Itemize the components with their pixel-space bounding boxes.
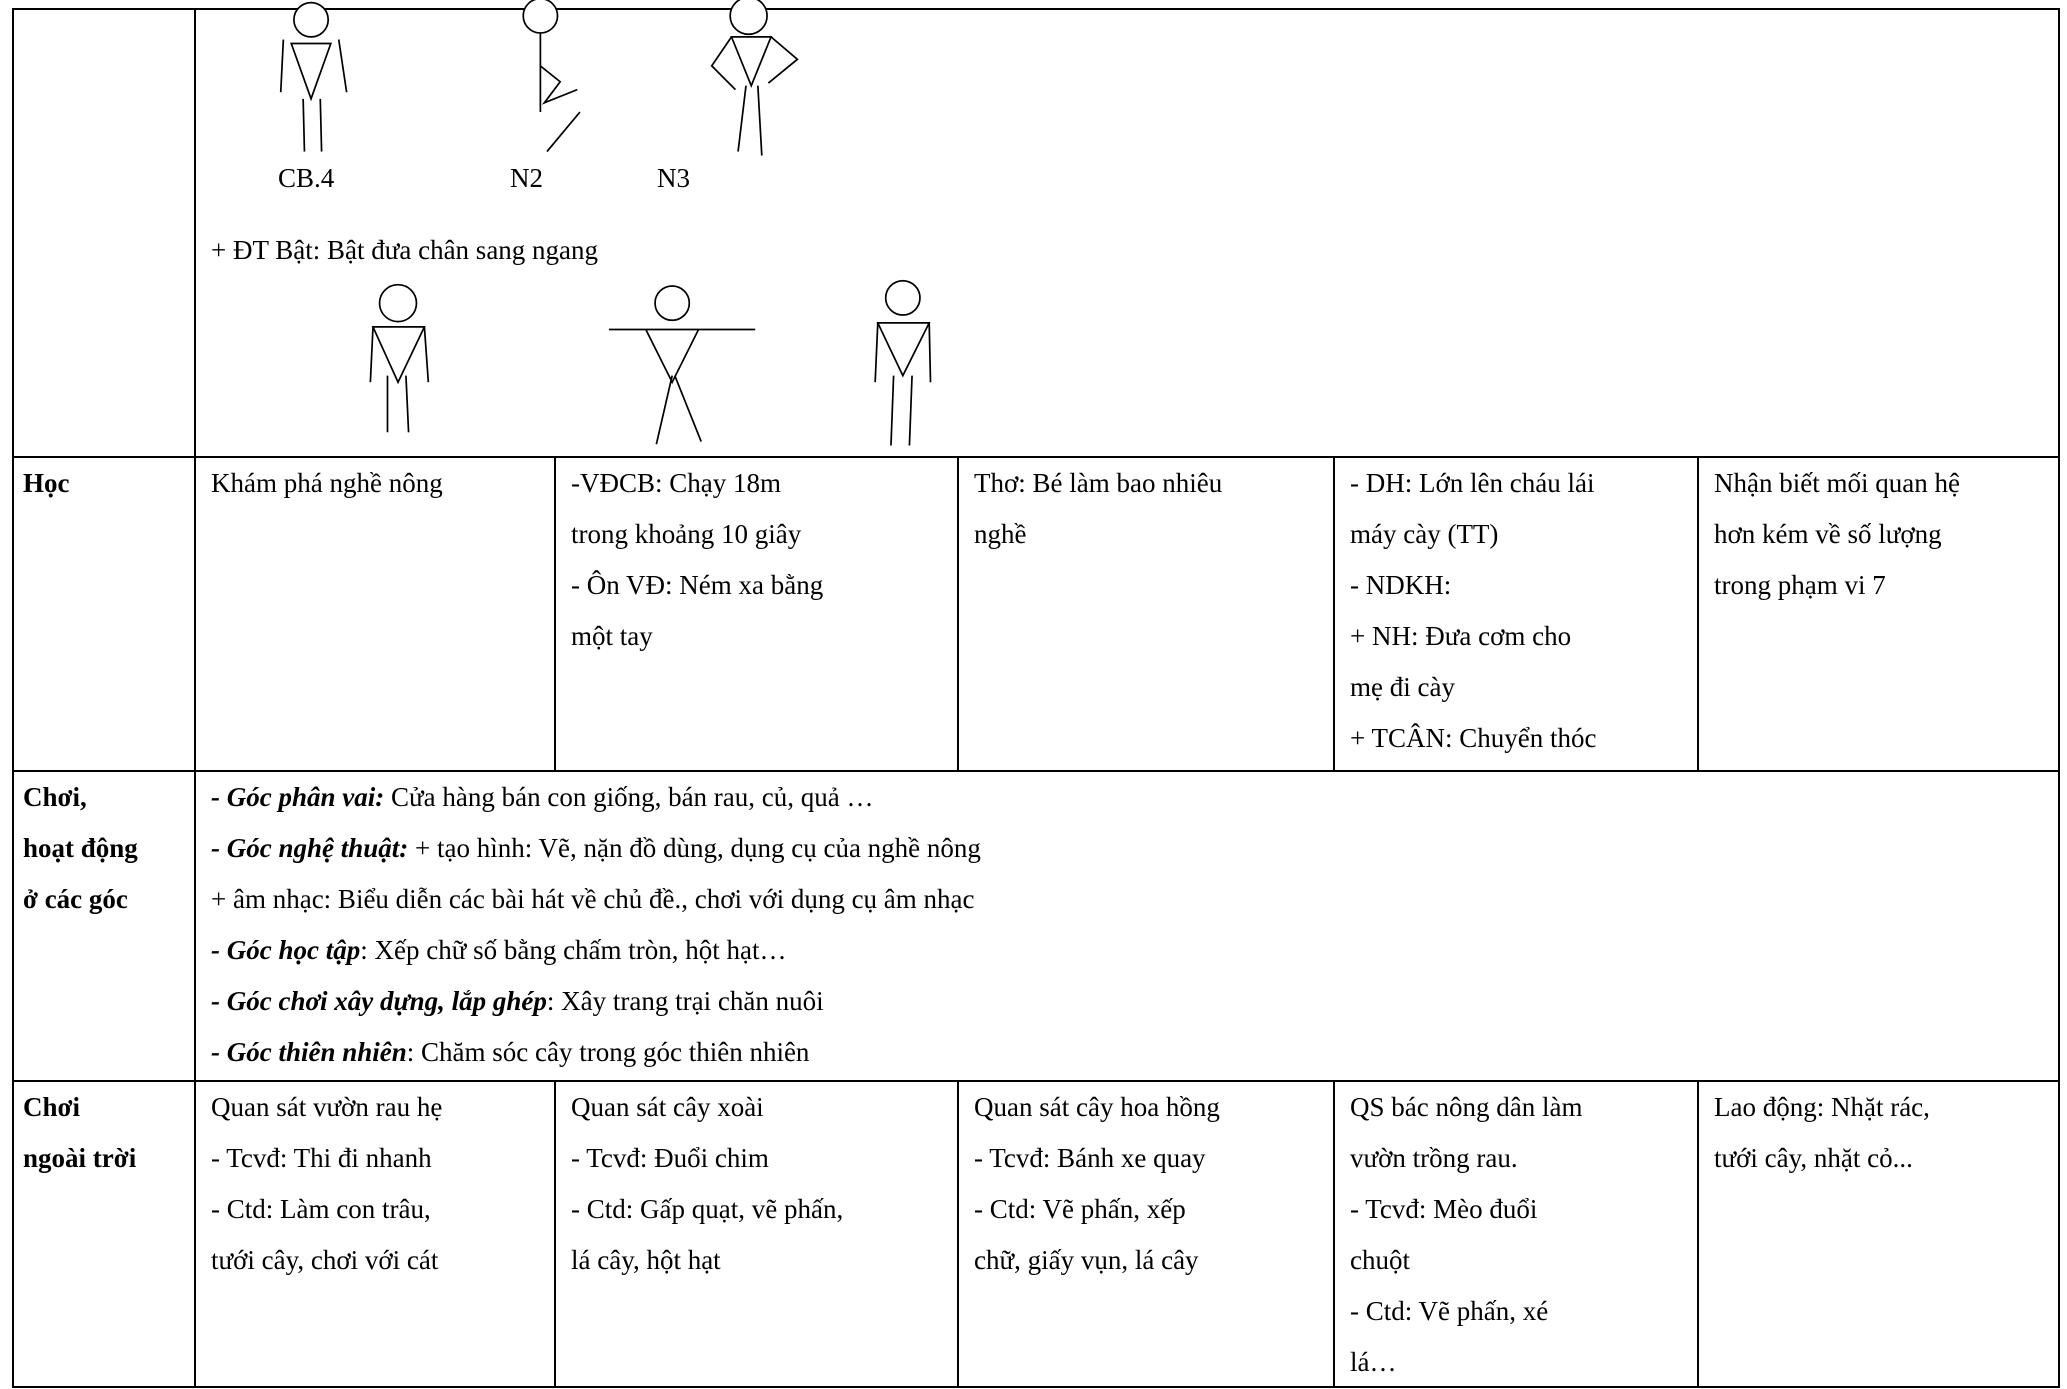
category-text: Cửa hàng bán con giống, bán rau, củ, quả… [384,782,874,812]
cell-text: máy cày (TT) [1350,519,1499,549]
row-label: Chơi [23,1092,80,1122]
cell-text: - Ctd: Làm con trâu, [211,1194,431,1224]
figure-label: N2 [510,163,543,193]
stick-figures [279,0,932,446]
cell-text: trong khoảng 10 giây [571,519,802,549]
cell-text: mẹ đi cày [1350,672,1455,702]
cell-text: -VĐCB: Chạy 18m [571,468,782,498]
category-name: - Góc học tập [211,935,361,965]
content-line: - Góc nghệ thuật: + tạo hình: Vẽ, nặn đồ… [211,832,981,864]
row-label: Chơi, [23,782,87,812]
row-label: ở các góc [23,884,128,914]
content-line: - Góc thiên nhiên: Chăm sóc cây trong gó… [211,1036,809,1068]
cell-text: - DH: Lớn lên cháu lái [1350,468,1595,498]
cell-text: Quan sát cây hoa hồng [974,1092,1220,1122]
cell-text: Quan sát cây xoài [571,1092,764,1122]
cell-text: Lao động: Nhặt rác, [1714,1092,1930,1122]
figure-label: CB.4 [278,163,335,193]
category-text: + âm nhạc: Biểu diễn các bài hát về chủ … [211,884,975,914]
cell-text: + TCÂN: Chuyển thóc [1350,723,1597,753]
category-text: : Chăm sóc cây trong góc thiên nhiên [406,1037,810,1067]
content-line: - Góc học tập: Xếp chữ số bằng chấm tròn… [211,934,787,966]
cell-text: - Tcvđ: Đuổi chim [571,1143,769,1173]
cell-text: chữ, giấy vụn, lá cây [974,1245,1199,1275]
cell-text: - Tcvđ: Mèo đuổi [1350,1194,1538,1224]
cell-text: - Ôn VĐ: Ném xa bằng [571,570,824,600]
category-name: - Góc chơi xây dựng, lắp ghép [211,986,547,1016]
cell-text: lá cây, hột hạt [571,1245,721,1275]
figure-label: N3 [657,163,690,193]
content-line: + âm nhạc: Biểu diễn các bài hát về chủ … [211,883,975,915]
cell-text: QS bác nông dân làm [1350,1092,1583,1122]
cell-text: Thơ: Bé làm bao nhiêu [974,468,1223,498]
category-text: + tạo hình: Vẽ, nặn đồ dùng, dụng cụ của… [408,833,981,863]
cell-text: Khám phá nghề nông [211,468,443,498]
cell-text: tưới cây, nhặt cỏ... [1714,1143,1913,1173]
content-line: - Góc chơi xây dựng, lắp ghép: Xây trang… [211,985,824,1017]
cell-text: - NDKH: [1350,570,1452,600]
category-text: : Xếp chữ số bằng chấm tròn, hột hạt… [360,935,787,965]
row-label: hoạt động [23,833,138,863]
category-name: - Góc phân vai: [211,782,385,812]
row-label: Học [23,468,70,498]
category-name: - Góc thiên nhiên [211,1037,407,1067]
cell-text: - Tcvđ: Thi đi nhanh [211,1143,432,1173]
cell-text: nghề [974,519,1027,549]
content-line: - Góc phân vai: Cửa hàng bán con giống, … [211,781,874,813]
cell-text: - Tcvđ: Bánh xe quay [974,1143,1206,1173]
cell-text: + NH: Đưa cơm cho [1350,621,1572,651]
row-label: ngoài trời [23,1143,137,1173]
category-text: : Xây trang trại chăn nuôi [546,986,824,1016]
cell-text: - Ctd: Gấp quạt, vẽ phấn, [571,1194,844,1224]
instruction-text: + ĐT Bật: Bật đưa chân sang ngang [211,235,599,265]
cell-text: một tay [571,621,653,651]
cell-text: tưới cây, chơi với cát [211,1245,439,1275]
cell-text: chuột [1350,1245,1410,1275]
cell-text: Nhận biết mối quan hệ [1714,468,1960,498]
cell-text: - Ctd: Vẽ phấn, xé [1350,1296,1549,1326]
cell-text: vườn trồng rau. [1350,1143,1518,1173]
cell-text: lá… [1350,1347,1397,1377]
cell-text: trong phạm vi 7 [1714,570,1886,600]
cell-text: Quan sát vườn rau hẹ [211,1092,443,1122]
category-name: - Góc nghệ thuật: [211,833,409,863]
cell-text: - Ctd: Vẽ phấn, xếp [974,1194,1186,1224]
cell-text: hơn kém về số lượng [1714,519,1942,549]
